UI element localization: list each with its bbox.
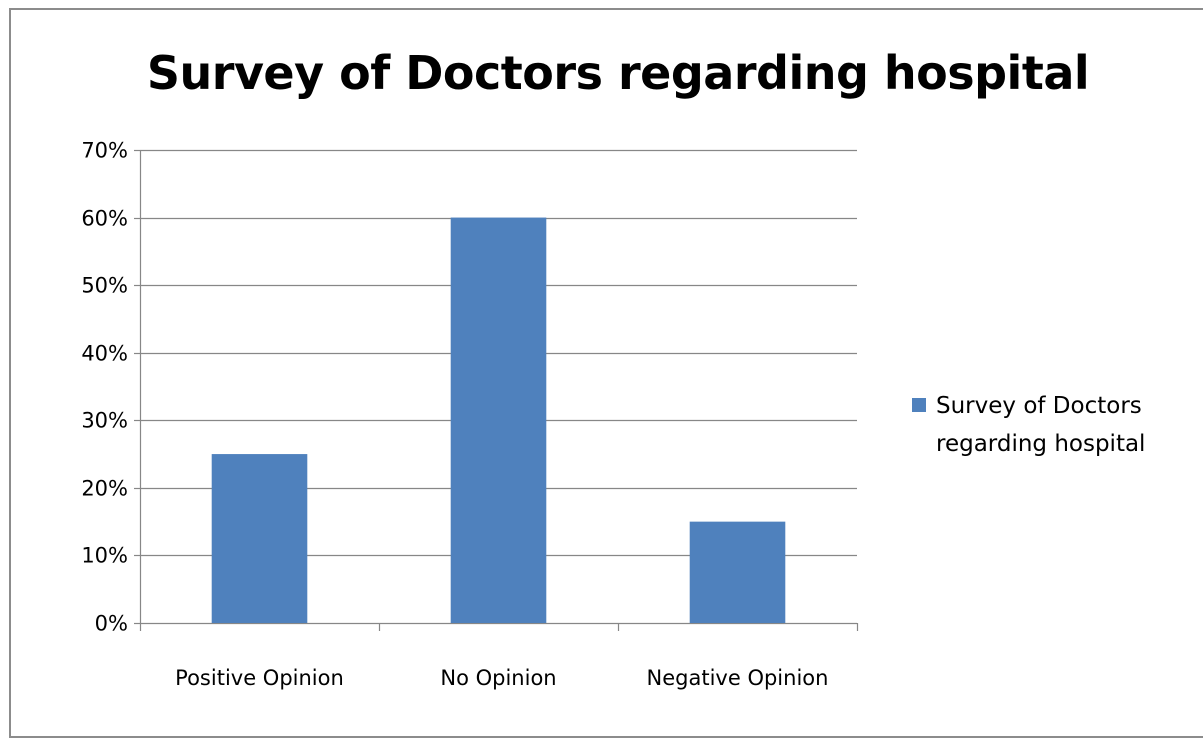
chart-title: Survey of Doctors regarding hospital bbox=[146, 46, 1090, 100]
y-tick-label: 40% bbox=[81, 342, 128, 366]
y-tick-label: 10% bbox=[81, 544, 128, 568]
bar bbox=[211, 454, 308, 623]
y-tick-label: 20% bbox=[81, 477, 128, 501]
bar bbox=[450, 217, 547, 624]
legend-label: Survey of Doctors regarding hospital bbox=[936, 393, 1146, 457]
bar bbox=[689, 521, 786, 623]
y-tick-label: 70% bbox=[81, 139, 128, 163]
x-tick-label: Negative Opinion bbox=[647, 666, 829, 690]
y-tick-label: 50% bbox=[81, 274, 128, 298]
x-tick-label: Positive Opinion bbox=[175, 666, 344, 690]
legend: Survey of Doctors regarding hospital bbox=[912, 391, 1192, 463]
x-tick-label: No Opinion bbox=[440, 666, 556, 690]
y-tick-label: 30% bbox=[81, 409, 128, 433]
y-tick-label: 60% bbox=[81, 207, 128, 231]
chart-area bbox=[9, 8, 1203, 738]
legend-swatch bbox=[912, 398, 926, 412]
y-tick-label: 0% bbox=[95, 612, 128, 636]
